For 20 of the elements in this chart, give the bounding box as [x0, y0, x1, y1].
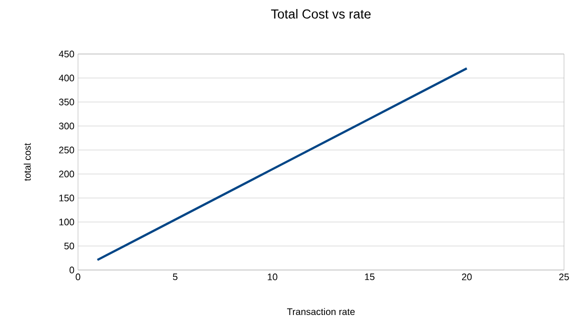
x-tick-label: 0 [76, 274, 80, 280]
x-tick-label: 5 [172, 274, 178, 280]
y-tick-label: 0 [70, 266, 74, 274]
y-tick-label: 450 [58, 50, 74, 58]
y-tick-label: 300 [58, 122, 74, 130]
x-tick-label: 10 [268, 274, 278, 280]
line-series [96, 67, 468, 262]
y-tick-label: 250 [59, 146, 74, 154]
y-axis-title: total cost [24, 143, 31, 181]
x-tick-label: 25 [559, 274, 569, 280]
x-axis-title: Transaction rate [287, 308, 355, 316]
y-tick-label: 400 [58, 74, 74, 82]
x-tick-label: 15 [365, 274, 374, 280]
y-tick-label: 150 [59, 194, 74, 202]
x-tick-label: 20 [462, 274, 472, 280]
chart-title: Total Cost vs rate [271, 9, 371, 19]
y-tick-label: 100 [59, 218, 74, 226]
y-tick-label: 200 [59, 170, 74, 178]
y-tick-label: 50 [64, 242, 74, 250]
y-tick-label: 350 [58, 98, 74, 106]
